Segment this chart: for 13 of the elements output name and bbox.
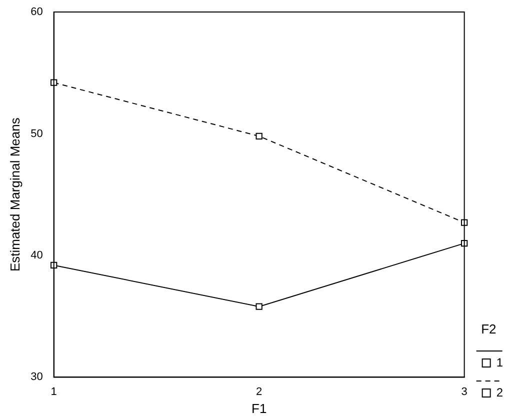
point: [256, 303, 262, 310]
y-tick-label: 40: [30, 250, 43, 262]
y-tick-label: 60: [30, 6, 43, 18]
legend-title: F2: [481, 321, 496, 336]
y-tick-label: 50: [30, 128, 43, 140]
legend-label: 1: [496, 355, 504, 370]
y-axis-title: Estimated Marginal Means: [7, 117, 22, 272]
x-axis-title: F1: [251, 400, 267, 416]
point: [256, 132, 262, 140]
x-tick-label: 1: [50, 386, 57, 398]
x-tick-label: 2: [256, 386, 262, 398]
y-tick-label: 30: [30, 371, 43, 384]
x-tick-label: 3: [461, 386, 468, 398]
